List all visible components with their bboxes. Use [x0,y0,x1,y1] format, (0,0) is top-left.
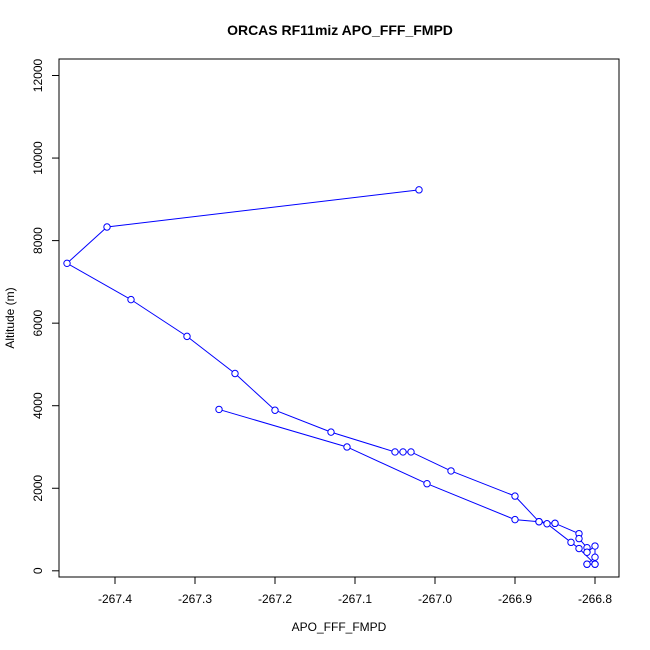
chart-title: ORCAS RF11miz APO_FFF_FMPD [227,22,453,38]
data-point [407,448,415,456]
data-point [575,544,583,553]
x-tick-label: -266.8 [578,592,612,606]
data-point [583,548,591,556]
data-point [591,560,599,568]
y-tick-label: 6000 [31,309,45,336]
data-point [215,405,223,414]
data-point [511,515,519,524]
data-point [415,186,423,194]
data-point [511,492,519,500]
x-tick-label: -266.9 [498,592,532,606]
y-tick-label: 10000 [31,141,45,175]
plot-frame [58,58,620,578]
data-point [343,443,351,451]
y-tick-label: 0 [31,567,45,574]
data-point [583,560,591,568]
y-tick-label: 12000 [31,59,45,93]
x-tick-label: -267.3 [178,592,212,606]
series-line [66,189,597,565]
data-point [399,448,407,456]
data-point [183,332,191,341]
y-axis-label: Altitude (m) [3,287,17,348]
y-tick-label: 2000 [31,475,45,502]
data-point [575,534,583,543]
y-tick-label: 4000 [31,392,45,419]
x-tick-label: -267.2 [258,592,292,606]
data-point [543,520,551,528]
y-axis: 0 2000 4000 6000 8000 10000 12000 [31,59,59,574]
data-point [551,519,559,528]
series-layer [63,186,599,568]
data-point [591,553,599,561]
data-point [231,369,239,378]
data-point [423,480,431,488]
data-point [327,428,335,436]
data-point [447,467,455,475]
data-point [567,538,575,547]
data-point [271,406,279,414]
data-point [103,223,111,231]
x-tick-label: -267.1 [338,592,372,606]
x-axis: -267.4 -267.3 -267.2 -267.1 -267.0 -266.9 -266… [98,577,612,606]
x-axis-label: APO_FFF_FMPD [292,620,387,634]
data-point [63,259,71,268]
y-tick-label: 8000 [31,227,45,254]
data-point [391,448,399,456]
data-point [591,542,599,550]
x-tick-label: -267.4 [98,592,132,606]
data-point [127,295,135,304]
x-tick-label: -267.0 [418,592,452,606]
data-point [535,517,543,526]
